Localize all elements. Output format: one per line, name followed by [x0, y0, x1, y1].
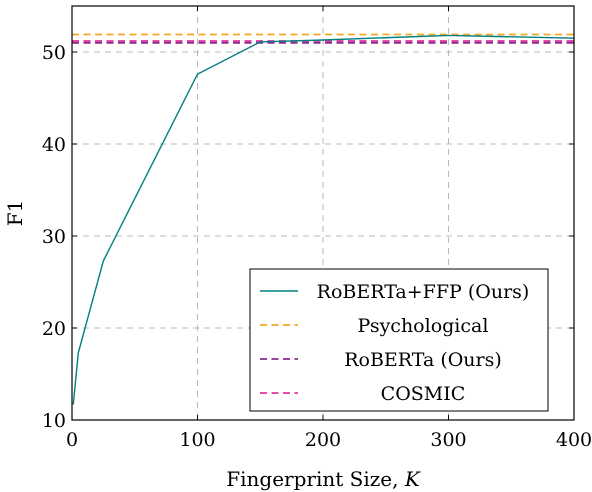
- x-axis-label-variable: K: [404, 467, 421, 491]
- legend-label: RoBERTa (Ours): [344, 349, 502, 371]
- y-axis-label: F1: [3, 200, 27, 227]
- legend-label: RoBERTa+FFP (Ours): [317, 281, 530, 303]
- x-tick-label: 100: [179, 429, 215, 451]
- y-tick-label: 20: [42, 318, 66, 340]
- x-tick-label: 400: [556, 429, 592, 451]
- legend-label: COSMIC: [381, 383, 466, 405]
- y-tick-label: 50: [42, 42, 66, 64]
- legend-box: [249, 268, 549, 412]
- y-tick-label: 30: [42, 226, 66, 248]
- x-tick-label: 200: [305, 429, 341, 451]
- ticks: 0 100 200 300 400 10 20 30 40 50: [42, 6, 592, 451]
- y-tick-label: 10: [42, 410, 66, 432]
- y-tick-label: 40: [42, 134, 66, 156]
- x-axis-label-text: Fingerprint Size,: [226, 467, 405, 491]
- x-axis-label: Fingerprint Size, K: [226, 467, 421, 491]
- legend: RoBERTa+FFP (Ours) Psychological RoBERTa (…: [249, 268, 549, 412]
- x-tick-label: 300: [430, 429, 466, 451]
- series-line-roberta-ffp-ours: [72, 34, 575, 405]
- series-layer: [72, 33, 575, 405]
- x-tick-label: 0: [66, 429, 78, 451]
- legend-label: Psychological: [358, 315, 489, 337]
